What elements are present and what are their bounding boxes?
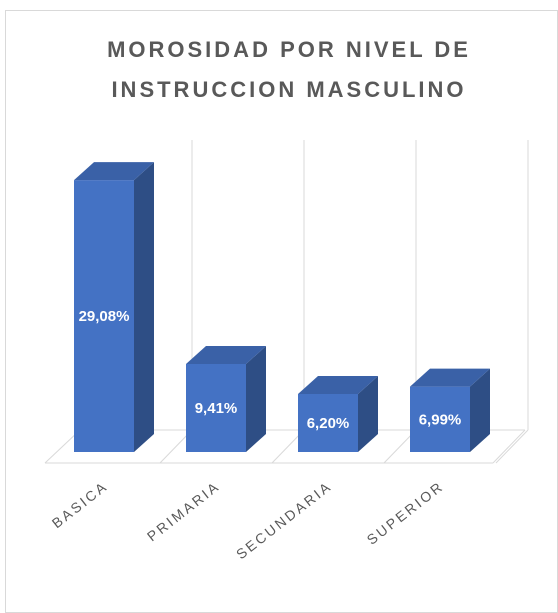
x-tick-label: SECUNDARIA xyxy=(233,478,335,563)
value-label: 6,99% xyxy=(419,411,462,428)
bar-face xyxy=(410,368,490,387)
bar xyxy=(410,368,490,452)
chart-title: INSTRUCCION MASCULINO xyxy=(111,77,466,102)
bar-face xyxy=(74,180,134,453)
bar xyxy=(186,346,266,452)
grid-line xyxy=(495,429,529,464)
bar-face xyxy=(74,162,154,181)
x-tick-label: BASICA xyxy=(49,478,111,531)
bar xyxy=(74,162,154,453)
value-label: 9,41% xyxy=(195,400,238,417)
bar xyxy=(298,376,378,452)
chart-title: MOROSIDAD POR NIVEL DE xyxy=(107,37,471,62)
bar-face xyxy=(186,346,266,365)
bar-face xyxy=(470,368,490,452)
bar-face xyxy=(134,162,154,453)
bar-face xyxy=(298,394,358,452)
bar-face xyxy=(358,376,378,452)
value-label: 29,08% xyxy=(79,308,130,325)
bar-face xyxy=(298,376,378,395)
bar-face xyxy=(186,364,246,452)
x-tick-label: PRIMARIA xyxy=(144,478,223,545)
bar-face xyxy=(246,346,266,452)
bar-face xyxy=(410,386,470,452)
value-label: 6,20% xyxy=(307,415,350,432)
x-tick-label: SUPERIOR xyxy=(364,478,447,548)
